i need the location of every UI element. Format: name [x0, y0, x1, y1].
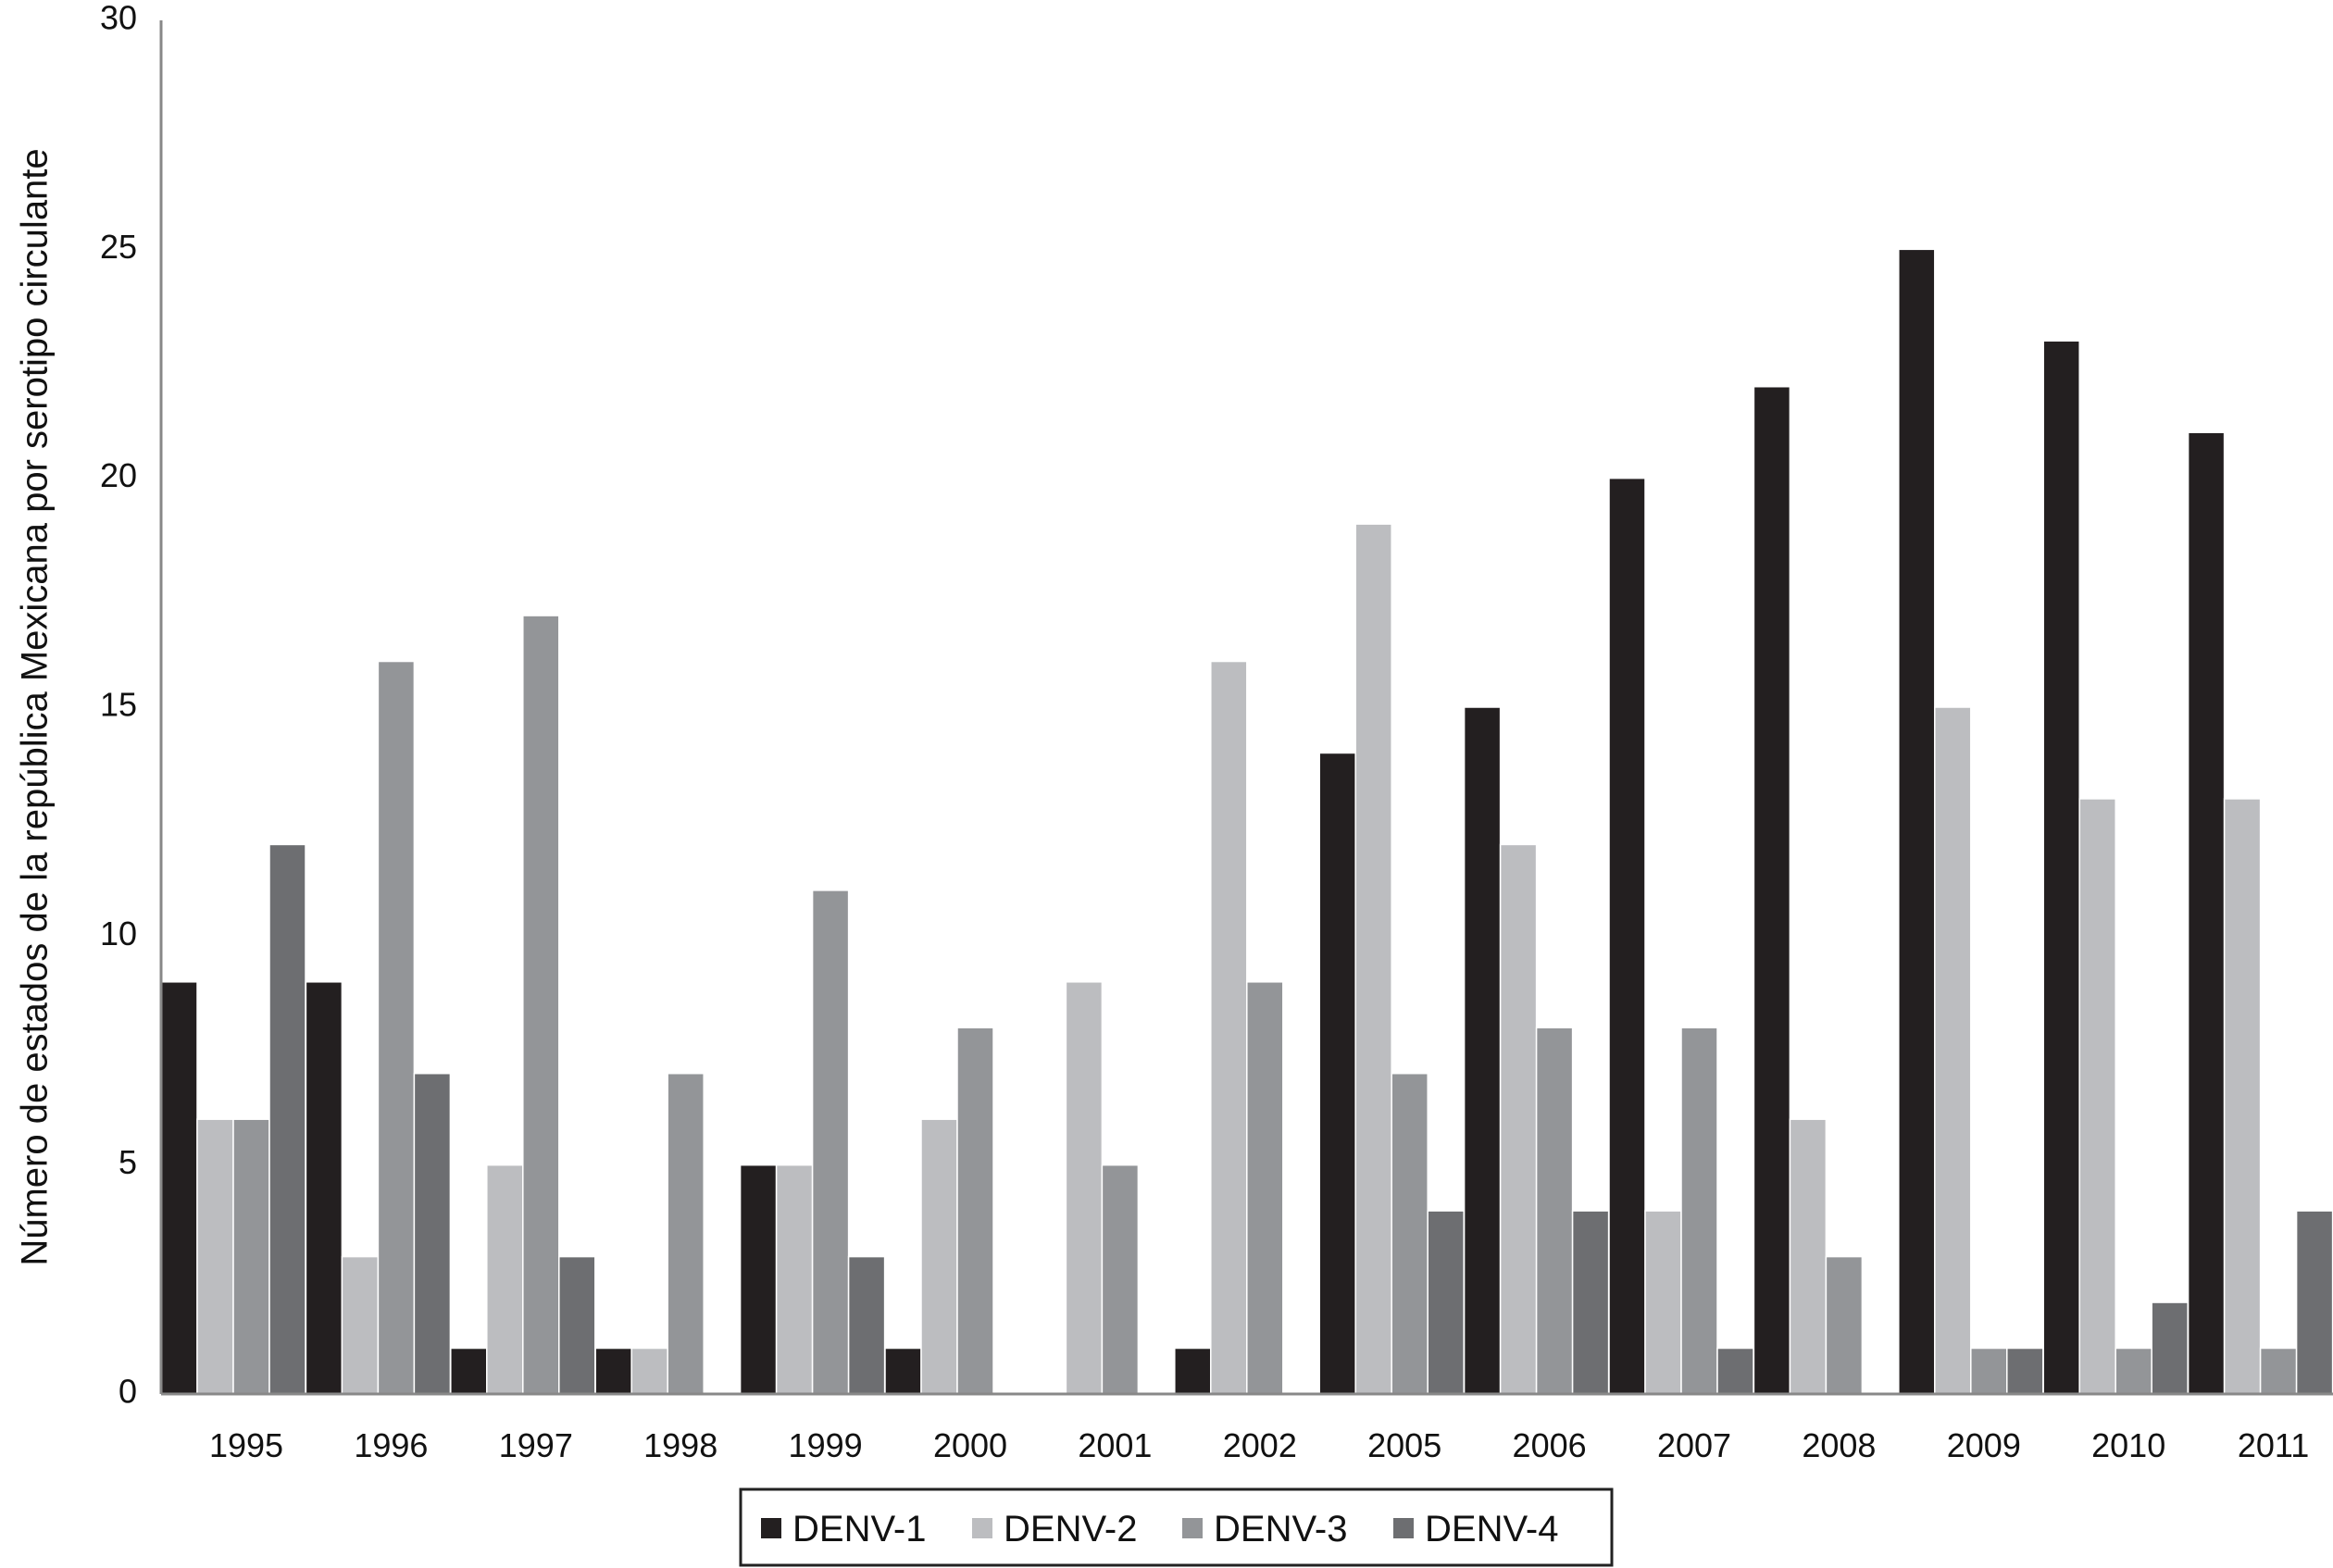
- bar-denv-2-2010: [2078, 798, 2116, 1395]
- bar-denv-2-1999: [775, 1164, 814, 1395]
- bar-denv-3-2000: [956, 1027, 994, 1395]
- y-tick-label: 30: [100, 0, 137, 37]
- bar-denv-3-2010: [2115, 1347, 2152, 1395]
- y-tick-label: 25: [100, 228, 137, 266]
- legend-label-denv-2: DENV-2: [1004, 1509, 1138, 1549]
- bars-layer: [160, 248, 2333, 1395]
- bar-denv-2-2005: [1354, 523, 1392, 1395]
- y-tick-label: 5: [119, 1143, 137, 1181]
- bar-denv-4-2010: [2151, 1301, 2189, 1395]
- x-tick-label: 2000: [933, 1426, 1007, 1464]
- bar-denv-3-2008: [1825, 1255, 1864, 1395]
- bar-denv-4-1995: [268, 843, 306, 1395]
- y-axis-label: Número de estados de la república Mexica…: [15, 148, 56, 1265]
- legend-label-denv-3: DENV-3: [1214, 1509, 1348, 1549]
- bar-denv-4-2005: [1427, 1210, 1465, 1395]
- bar-denv-3-1998: [667, 1072, 705, 1395]
- x-tick-label: 2008: [1802, 1426, 1876, 1464]
- x-tick-label: 2011: [2238, 1426, 2309, 1464]
- bar-denv-2-1995: [196, 1118, 234, 1395]
- bar-denv-1-1996: [305, 981, 343, 1395]
- bar-denv-3-2011: [2259, 1347, 2298, 1395]
- bar-denv-2-2001: [1065, 981, 1104, 1395]
- bar-denv-3-1995: [232, 1118, 270, 1395]
- x-tick-label: 2005: [1367, 1426, 1441, 1464]
- bar-denv-3-2005: [1391, 1072, 1428, 1395]
- bar-denv-1-2008: [1753, 385, 1791, 1395]
- x-tick-label: 2001: [1078, 1426, 1152, 1464]
- bar-denv-4-2007: [1716, 1347, 1754, 1395]
- y-tick-label: 10: [100, 915, 137, 952]
- bar-denv-3-1996: [377, 660, 416, 1395]
- bar-denv-1-1999: [739, 1164, 778, 1395]
- legend-swatch-denv-3: [1182, 1518, 1203, 1538]
- x-tick-label: 1997: [499, 1426, 573, 1464]
- bar-denv-2-2008: [1789, 1118, 1828, 1395]
- bar-denv-1-1997: [450, 1347, 488, 1395]
- bar-denv-2-1997: [486, 1164, 524, 1395]
- bar-denv-1-1995: [160, 981, 198, 1395]
- bar-denv-2-1998: [630, 1347, 668, 1395]
- y-tick-label: 15: [100, 686, 137, 724]
- bar-denv-2-2009: [1934, 706, 1972, 1395]
- bar-denv-4-1996: [413, 1072, 452, 1395]
- bar-denv-1-1998: [594, 1347, 632, 1395]
- bar-denv-2-1996: [341, 1255, 380, 1395]
- legend: DENV-1 DENV-2 DENV-3 DENV-4: [739, 1487, 1614, 1567]
- bar-denv-4-1999: [847, 1255, 886, 1395]
- bar-denv-3-2006: [1535, 1027, 1574, 1395]
- x-tick-label: 1998: [643, 1426, 717, 1464]
- bar-denv-1-2005: [1318, 752, 1356, 1395]
- bar-denv-1-2002: [1174, 1347, 1212, 1395]
- y-tick-labels: 0 5 10 15 20 25 30: [100, 0, 137, 1411]
- x-tick-label: 1999: [789, 1426, 863, 1464]
- x-tick-label: 2006: [1513, 1426, 1587, 1464]
- x-tick-label: 1996: [354, 1426, 428, 1464]
- bar-denv-2-2011: [2223, 798, 2262, 1395]
- legend-label-denv-4: DENV-4: [1425, 1509, 1559, 1549]
- bar-denv-3-1999: [811, 890, 850, 1395]
- bar-denv-1-2010: [2042, 340, 2080, 1395]
- x-tick-label: 2009: [1947, 1426, 2021, 1464]
- x-tick-label: 1995: [209, 1426, 283, 1464]
- bar-denv-1-2007: [1608, 477, 1646, 1395]
- bar-denv-3-1997: [522, 615, 560, 1395]
- legend-swatch-denv-1: [761, 1518, 781, 1538]
- bar-denv-3-2007: [1680, 1027, 1718, 1395]
- y-tick-label: 20: [100, 456, 137, 494]
- bar-denv-4-2006: [1571, 1210, 1610, 1395]
- bar-denv-1-2006: [1463, 706, 1502, 1395]
- bar-denv-4-1997: [558, 1255, 596, 1395]
- x-tick-label: 2007: [1657, 1426, 1731, 1464]
- bar-denv-2-2002: [1210, 660, 1248, 1395]
- legend-swatch-denv-2: [972, 1518, 992, 1538]
- bar-denv-1-2000: [884, 1347, 922, 1395]
- legend-label-denv-1: DENV-1: [792, 1509, 927, 1549]
- bar-denv-3-2001: [1101, 1164, 1140, 1395]
- bar-denv-1-2009: [1898, 248, 1936, 1395]
- y-tick-label: 0: [119, 1373, 137, 1411]
- bar-denv-4-2009: [2006, 1347, 2044, 1395]
- legend-frame: [739, 1487, 1614, 1567]
- bar-denv-4-2011: [2295, 1210, 2333, 1395]
- bar-denv-2-2006: [1499, 843, 1538, 1395]
- x-tick-label: 2002: [1223, 1426, 1297, 1464]
- bar-denv-3-2002: [1246, 981, 1284, 1395]
- legend-swatch-denv-4: [1393, 1518, 1414, 1538]
- x-tick-labels: 1995 1996 1997 1998 1999 2000 2001 2002 2005 2006…: [209, 1426, 2309, 1464]
- x-tick-label: 2010: [2091, 1426, 2165, 1464]
- bar-denv-2-2000: [920, 1118, 958, 1395]
- bar-denv-2-2007: [1644, 1210, 1682, 1395]
- bar-denv-3-2009: [1970, 1347, 2008, 1395]
- bar-denv-1-2011: [2187, 431, 2226, 1395]
- legend-items: DENV-1 DENV-2 DENV-3 DENV-4: [761, 1509, 1559, 1549]
